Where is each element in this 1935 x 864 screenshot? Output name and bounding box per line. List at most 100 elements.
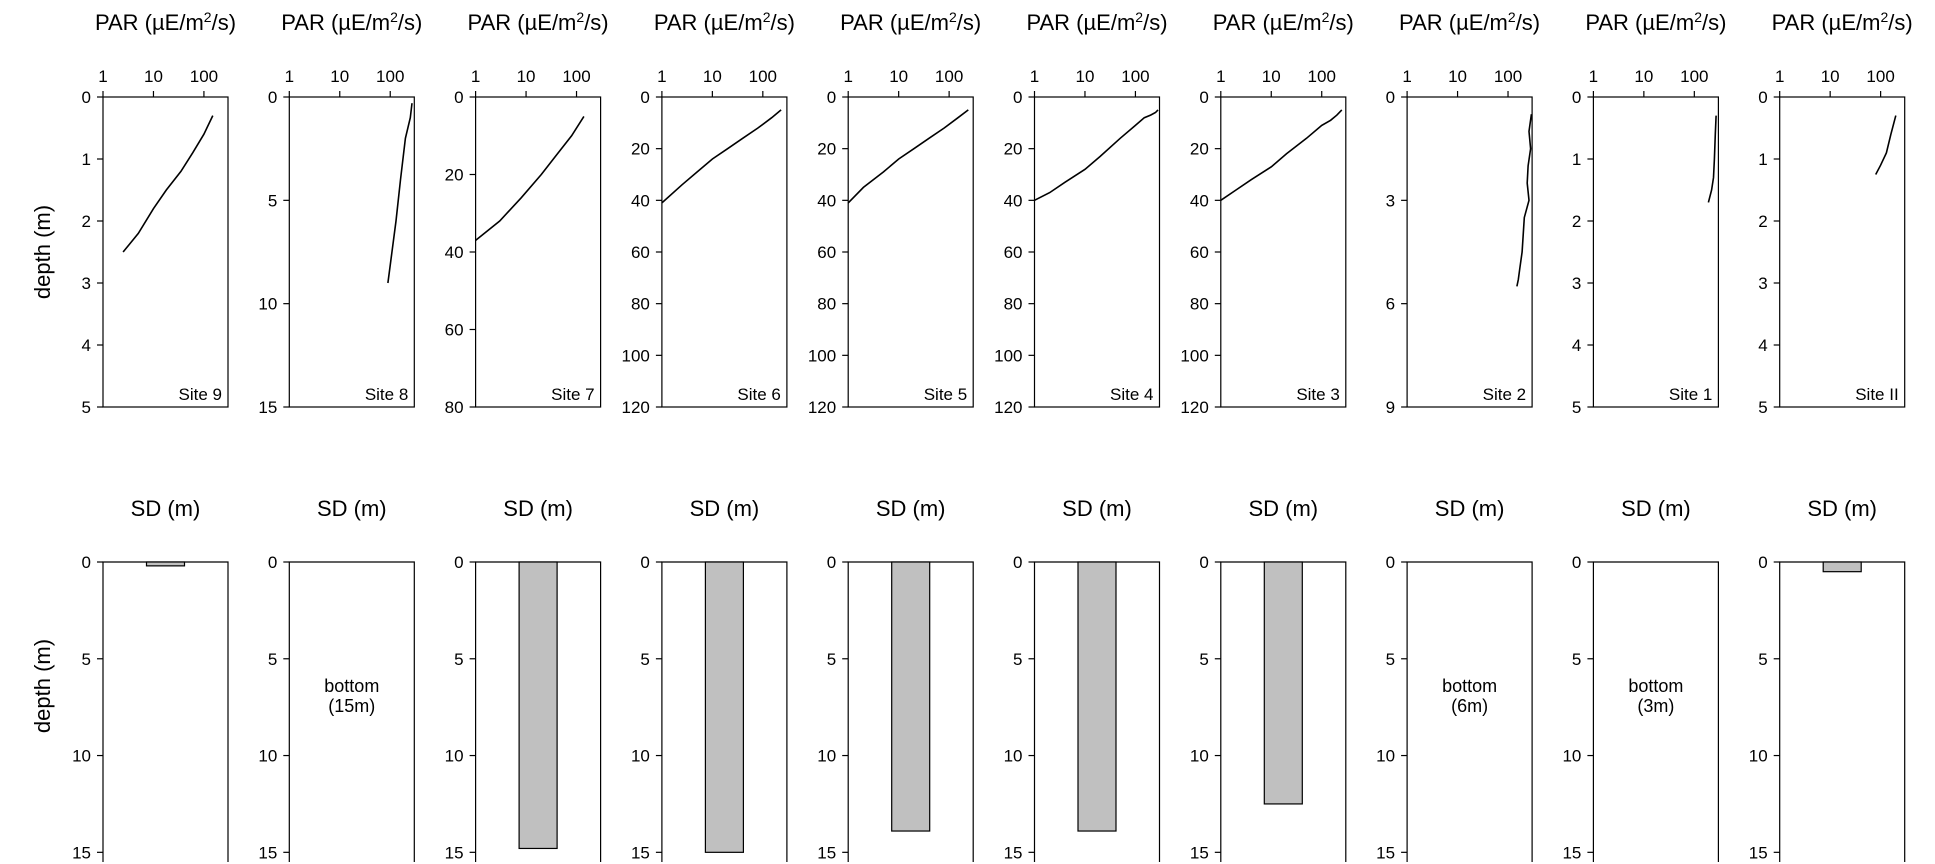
- y-tick-label: 10: [1376, 747, 1395, 766]
- y-tick-label: 5: [827, 650, 836, 669]
- sd-panel-9: SD (m) 0 5 10 15 bottom(3m): [1562, 496, 1719, 862]
- y-tick-label: 60: [1004, 243, 1023, 262]
- y-tick-label: 60: [817, 243, 836, 262]
- y-tick-label: 5: [454, 650, 463, 669]
- site-label: Site 5: [924, 385, 967, 404]
- y-tick-label: 10: [1190, 747, 1209, 766]
- y-tick-label: 0: [1386, 88, 1395, 107]
- bottom-note: bottom: [324, 676, 379, 696]
- panel-title: SD (m): [317, 496, 387, 521]
- par-profile-line: [661, 109, 782, 204]
- site-label: Site 8: [365, 385, 408, 404]
- site-label: Site 1: [1669, 385, 1712, 404]
- x-tick-label: 100: [749, 67, 777, 86]
- sd-panel-5: SD (m) 0 5 10 15: [817, 496, 974, 862]
- y-tick-label: 4: [82, 336, 91, 355]
- y-tick-label: 2: [1572, 212, 1581, 231]
- y-tick-label: 2: [82, 212, 91, 231]
- par-panel-7: PAR (µE/m2/s) 1 10 100 0 20 40 60 80 100 120 Site 3: [1180, 9, 1353, 417]
- y-tick-label: 120: [1180, 398, 1208, 417]
- plot-frame: [1592, 561, 1719, 862]
- x-tick-label: 100: [1494, 67, 1522, 86]
- y-tick-label: 15: [1749, 843, 1768, 862]
- y-tick-label: 0: [1758, 553, 1767, 572]
- plot-frame: [102, 96, 229, 408]
- y-tick-label: 0: [82, 88, 91, 107]
- y-tick-label: 15: [258, 843, 277, 862]
- x-tick-label: 100: [1866, 67, 1894, 86]
- panel-title: SD (m): [1807, 496, 1877, 521]
- x-tick-label: 10: [1448, 67, 1467, 86]
- y-tick-label: 6: [1386, 295, 1395, 314]
- y-tick-label: 0: [1013, 553, 1022, 572]
- x-tick-label: 10: [1076, 67, 1095, 86]
- y-tick-label: 3: [1572, 274, 1581, 293]
- y-tick-label: 120: [994, 398, 1022, 417]
- par-profile-line: [1516, 114, 1533, 287]
- x-tick-label: 100: [190, 67, 218, 86]
- y-tick-label: 0: [640, 88, 649, 107]
- par-profile-line: [1874, 115, 1897, 175]
- y-tick-label: 15: [258, 398, 277, 417]
- y-tick-label: 20: [445, 166, 464, 185]
- y-tick-label: 0: [82, 553, 91, 572]
- par-profile-line: [122, 115, 214, 253]
- bottom-note: (6m): [1451, 696, 1488, 716]
- y-tick-label: 5: [1758, 650, 1767, 669]
- x-tick-label: 1: [843, 67, 852, 86]
- par-profile-line: [475, 115, 585, 242]
- y-tick-label: 20: [631, 140, 650, 159]
- plot-frame: [288, 561, 415, 862]
- y-tick-label: 5: [1013, 650, 1022, 669]
- y-tick-label: 20: [1190, 140, 1209, 159]
- x-tick-label: 100: [1121, 67, 1149, 86]
- y-tick-label: 1: [82, 150, 91, 169]
- y-tick-label: 10: [258, 747, 277, 766]
- y-tick-label: 5: [1199, 650, 1208, 669]
- y-tick-label: 1: [1758, 150, 1767, 169]
- panel-title: PAR (µE/m2/s): [468, 9, 609, 35]
- y-axis-label: depth (m): [30, 639, 55, 733]
- x-tick-label: 10: [1821, 67, 1840, 86]
- site-label: Site 6: [737, 385, 780, 404]
- panel-title: PAR (µE/m2/s): [1213, 9, 1354, 35]
- y-tick-label: 0: [1758, 88, 1767, 107]
- sd-bar: [704, 561, 745, 853]
- y-tick-label: 0: [1013, 88, 1022, 107]
- y-tick-label: 5: [1572, 650, 1581, 669]
- y-tick-label: 40: [445, 243, 464, 262]
- y-tick-label: 40: [1190, 191, 1209, 210]
- y-tick-label: 15: [1004, 843, 1023, 862]
- y-tick-label: 100: [1180, 346, 1208, 365]
- y-tick-label: 10: [817, 747, 836, 766]
- panel-title: SD (m): [690, 496, 760, 521]
- site-label: Site 4: [1110, 385, 1153, 404]
- plot-frame: [1779, 96, 1906, 408]
- y-tick-label: 0: [640, 553, 649, 572]
- par-profile-line: [1220, 109, 1343, 201]
- y-tick-label: 5: [268, 650, 277, 669]
- y-tick-label: 15: [631, 843, 650, 862]
- y-tick-label: 3: [1758, 274, 1767, 293]
- x-tick-label: 10: [1634, 67, 1653, 86]
- y-tick-label: 100: [622, 346, 650, 365]
- y-tick-label: 100: [808, 346, 836, 365]
- site-label: Site 3: [1296, 385, 1339, 404]
- sd-panel-1: SD (m) 0 5 10 15 depth (m): [30, 496, 229, 862]
- panel-title: PAR (µE/m2/s): [840, 9, 981, 35]
- panel-title: SD (m): [1062, 496, 1132, 521]
- y-tick-label: 9: [1386, 398, 1395, 417]
- x-tick-label: 1: [1216, 67, 1225, 86]
- x-tick-label: 1: [657, 67, 666, 86]
- sd-bar: [891, 561, 931, 832]
- sd-bar: [518, 561, 558, 850]
- y-tick-label: 40: [1004, 191, 1023, 210]
- sd-panel-2: SD (m) 0 5 10 15 bottom(15m): [258, 496, 415, 862]
- y-tick-label: 15: [1376, 843, 1395, 862]
- y-tick-label: 0: [268, 553, 277, 572]
- x-tick-label: 1: [1589, 67, 1598, 86]
- y-tick-label: 20: [817, 140, 836, 159]
- sd-panel-4: SD (m) 0 5 10 15: [631, 496, 788, 862]
- par-profile-line: [1707, 115, 1717, 203]
